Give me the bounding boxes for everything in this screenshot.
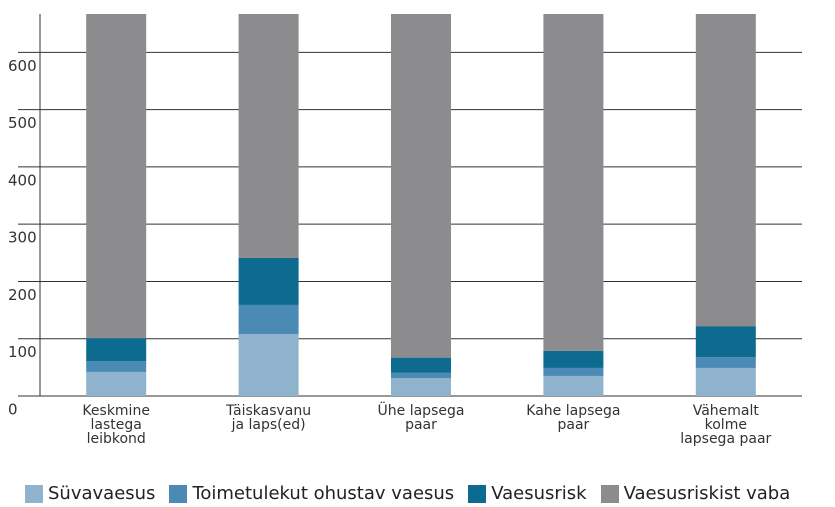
y-tick-label: 200 — [8, 286, 37, 304]
bar-segment — [238, 257, 299, 305]
legend-item: Toimetulekut ohustav vaesus — [169, 483, 454, 504]
bar-segment — [391, 357, 451, 373]
legend-swatch — [25, 484, 43, 503]
legend-label: Toimetulekut ohustav vaesus — [192, 483, 455, 504]
bar-segment — [238, 304, 299, 335]
bar-segment — [86, 338, 147, 362]
y-tick-label: 300 — [8, 229, 37, 247]
bar-segment — [391, 378, 451, 396]
x-tick-label: Täiskasvanu ja laps(ed) — [226, 403, 312, 433]
x-tick-label: Keskmine lastega leibkond — [82, 403, 150, 447]
y-tick-label: 500 — [8, 114, 37, 132]
bar-segment — [695, 357, 756, 368]
legend-item: Süvavaesus — [25, 483, 155, 504]
x-tick-label: Ühe lapsega paar — [377, 403, 465, 433]
bar-segment — [391, 14, 451, 358]
chart: 0 100 200 300 400 500 600 — [8, 14, 802, 419]
legend: Süvavaesus Toimetulekut ohustav vaesus Vae… — [25, 483, 790, 504]
bar-segment — [391, 372, 451, 379]
y-tick-label: 0 — [8, 401, 18, 419]
bar-segment — [238, 14, 299, 258]
bar-segment — [543, 14, 604, 351]
bar-segment — [543, 367, 604, 376]
bar-segment — [695, 326, 756, 358]
legend-swatch — [169, 484, 188, 503]
x-tick-label: Vähemalt kolme lapsega paar — [680, 403, 772, 447]
y-tick-label: 400 — [8, 171, 37, 189]
bar-segment — [86, 14, 147, 339]
bar-segment — [238, 334, 299, 396]
legend-item: Vaesusriskist vaba — [600, 483, 791, 504]
legend-item: Vaesusrisk — [468, 483, 587, 504]
legend-swatch — [468, 484, 487, 503]
bar-segment — [695, 14, 756, 327]
bar-segment — [543, 375, 604, 396]
bar-segment — [86, 361, 147, 372]
bar-segment — [695, 367, 756, 396]
y-tick-label: 100 — [8, 343, 37, 361]
legend-label: Vaesusrisk — [491, 483, 587, 504]
bar-segment — [543, 350, 604, 368]
x-tick-label: Kahe lapsega paar — [526, 403, 621, 433]
y-tick-label: 600 — [8, 57, 37, 75]
legend-label: Vaesusriskist vaba — [623, 483, 791, 504]
bar-segment — [86, 371, 147, 396]
legend-label: Süvavaesus — [48, 483, 156, 504]
legend-swatch — [600, 484, 619, 503]
